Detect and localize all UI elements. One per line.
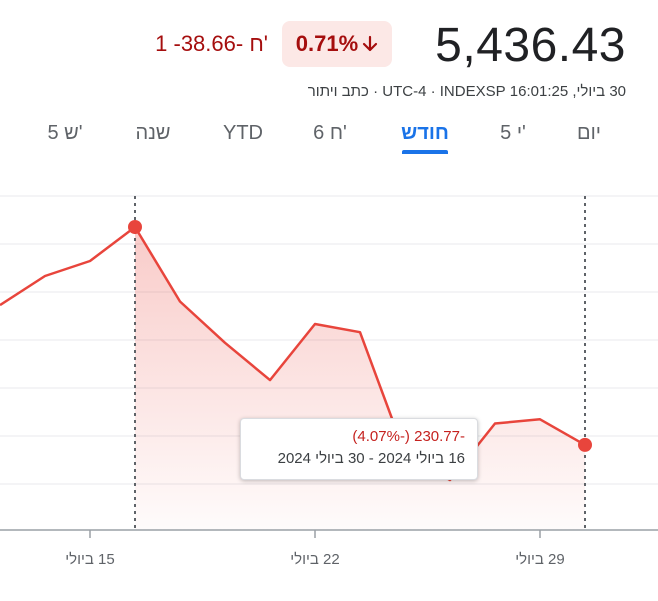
x-tick-label: 22 ביולי — [290, 551, 339, 568]
price-line — [0, 225, 586, 482]
x-tick-label: 29 ביולי — [515, 551, 564, 568]
change-percent: 0.71% — [295, 31, 359, 56]
tooltip-date-range: 16 ביולי 2024 - 30 ביולי 2024 — [277, 450, 465, 467]
tab-5-days[interactable]: 5 י' — [500, 122, 526, 144]
x-tick-label: 15 ביולי — [65, 551, 114, 568]
highlight-area — [135, 227, 585, 530]
range-end-point[interactable] — [578, 437, 592, 452]
arrow-down-icon — [363, 35, 378, 52]
tab-6-months[interactable]: 6 ח' — [313, 122, 347, 144]
active-tab-indicator — [402, 150, 448, 154]
x-axis-ticks: 15 ביולי 22 ביולי 29 ביולי — [65, 530, 565, 568]
current-price: 5,436.43 — [435, 19, 626, 72]
tab-5-years[interactable]: 5 ש' — [47, 122, 83, 144]
range-tooltip: -230.77 (-4.07%) 16 ביולי 2024 - 30 ביול… — [240, 418, 478, 480]
change-percent-badge: 0.71% — [282, 21, 392, 67]
price-meta: 30 ביולי, 16:01:25 UTC-4 · INDEXSP · כתב… — [307, 83, 626, 100]
tab-ytd[interactable]: YTD — [223, 122, 263, 144]
tab-day[interactable]: יום — [577, 122, 601, 144]
range-start-point[interactable] — [128, 220, 142, 234]
range-tabs: יום 5 י' חודש 6 ח' YTD שנה 5 ש' — [0, 110, 658, 160]
change-absolute: 1 -38.66- ח' — [155, 31, 268, 56]
tooltip-change: -230.77 (-4.07%) — [352, 428, 465, 445]
tab-year[interactable]: שנה — [135, 122, 171, 144]
tab-month[interactable]: חודש — [401, 122, 449, 144]
